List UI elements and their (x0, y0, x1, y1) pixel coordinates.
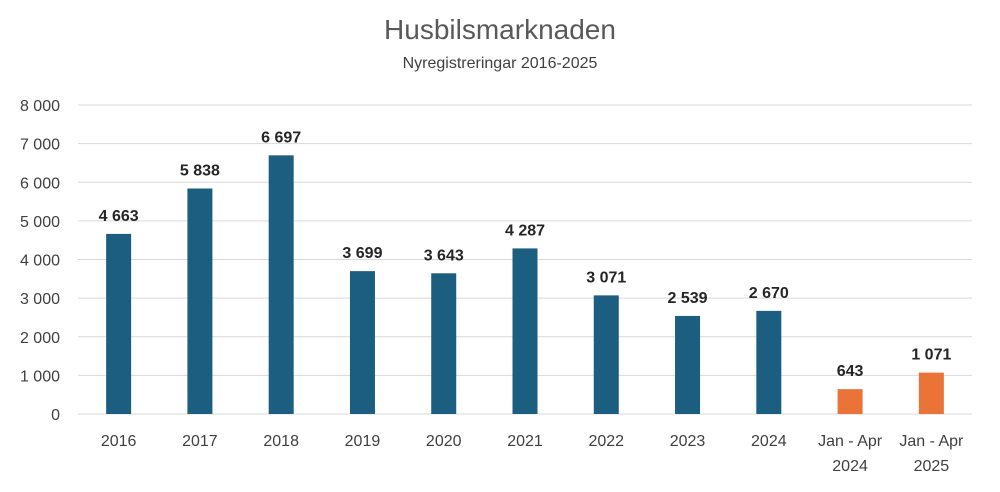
bar (512, 248, 538, 414)
chart-title: Husbilsmarknaden (384, 14, 616, 45)
bar (837, 389, 863, 414)
y-tick-label: 2 000 (20, 330, 60, 347)
x-tick-label: Jan - Apr (818, 433, 883, 450)
data-label: 3 699 (342, 245, 382, 262)
bar (187, 188, 213, 414)
bar (918, 372, 944, 414)
y-tick-label: 6 000 (20, 175, 60, 192)
bar (675, 315, 701, 414)
y-tick-label: 5 000 (20, 214, 60, 231)
chart-subtitle: Nyregistreringar 2016-2025 (402, 55, 598, 72)
data-label: 4 287 (505, 222, 545, 239)
x-tick-label: 2016 (101, 433, 137, 450)
data-label: 1 071 (911, 347, 951, 364)
bar (593, 295, 619, 414)
data-label: 643 (837, 363, 864, 380)
y-tick-label: 3 000 (20, 291, 60, 308)
x-tick-label: 2024 (751, 433, 787, 450)
x-tick-label: 2023 (670, 433, 706, 450)
data-label: 2 670 (749, 285, 789, 302)
y-tick-label: 7 000 (20, 137, 60, 154)
bar (106, 233, 132, 414)
x-tick-label: 2017 (182, 433, 218, 450)
data-label: 6 697 (261, 129, 301, 146)
bar (756, 310, 782, 414)
x-tick-label: 2019 (345, 433, 381, 450)
data-label: 3 071 (586, 269, 626, 286)
x-tick-label: 2018 (263, 433, 299, 450)
x-tick-label: 2020 (426, 433, 462, 450)
data-label: 2 539 (668, 290, 708, 307)
data-label: 4 663 (99, 208, 139, 225)
x-tick-label: 2025 (914, 458, 950, 475)
x-tick-label: Jan - Apr (899, 433, 964, 450)
x-tick-label: 2022 (588, 433, 624, 450)
bar (268, 155, 294, 414)
x-tick-label: 2021 (507, 433, 543, 450)
x-tick-label: 2024 (832, 458, 868, 475)
data-label: 5 838 (180, 163, 220, 180)
bar (349, 271, 375, 414)
y-tick-label: 4 000 (20, 253, 60, 270)
bar (431, 273, 457, 414)
y-tick-label: 1 000 (20, 368, 60, 385)
y-tick-label: 0 (51, 407, 60, 424)
y-tick-label: 8 000 (20, 98, 60, 115)
data-label: 3 643 (424, 247, 464, 264)
